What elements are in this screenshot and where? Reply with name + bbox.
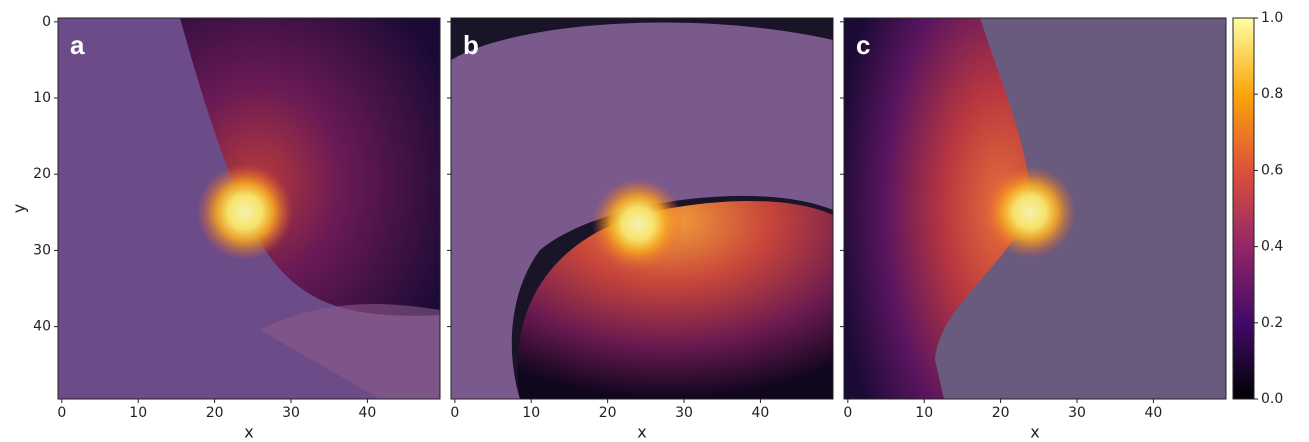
colorbar [1233,18,1254,399]
panel-label: c [856,30,870,60]
x-tick-label: 10 [522,405,540,421]
heatmap-image [58,18,440,399]
y-tick-label: 10 [33,90,51,106]
y-tick-label: 20 [33,166,51,182]
colorbar-tick-label: 0.8 [1261,86,1283,102]
y-axis-label: y [10,204,29,213]
x-tick-label: 40 [752,405,770,421]
x-tick-label: 0 [450,405,459,421]
x-tick-label: 30 [282,405,300,421]
x-tick-label: 30 [1068,405,1086,421]
x-axis-label: x [1030,423,1039,442]
heatmap-image [844,18,1226,399]
colorbar-tick-label: 0.0 [1261,391,1283,407]
panel-label: b [463,30,479,60]
x-tick-label: 0 [843,405,852,421]
x-tick-label: 20 [206,405,224,421]
x-tick-label: 40 [359,405,377,421]
x-axis-label: x [244,423,253,442]
y-tick-label: 0 [42,14,51,30]
x-tick-label: 10 [915,405,933,421]
x-tick-label: 40 [1145,405,1163,421]
x-tick-label: 20 [992,405,1010,421]
y-tick-label: 40 [33,319,51,335]
x-tick-label: 10 [129,405,147,421]
heatmap-image [451,18,833,399]
colorbar-tick-label: 0.6 [1261,162,1283,178]
x-tick-label: 30 [675,405,693,421]
figure: a 0 10 20 30 40 0 10 20 30 40 x y b 0 10 20 30 40 x c 0 10 20 30… [0,0,1309,442]
colorbar-tick-label: 0.4 [1261,239,1283,255]
x-tick-label: 20 [599,405,617,421]
colorbar-tick-label: 1.0 [1261,10,1283,26]
panel-label: a [70,30,85,60]
x-axis-label: x [637,423,646,442]
y-tick-label: 30 [33,242,51,258]
colorbar-tick-label: 0.2 [1261,315,1283,331]
x-tick-label: 0 [57,405,66,421]
